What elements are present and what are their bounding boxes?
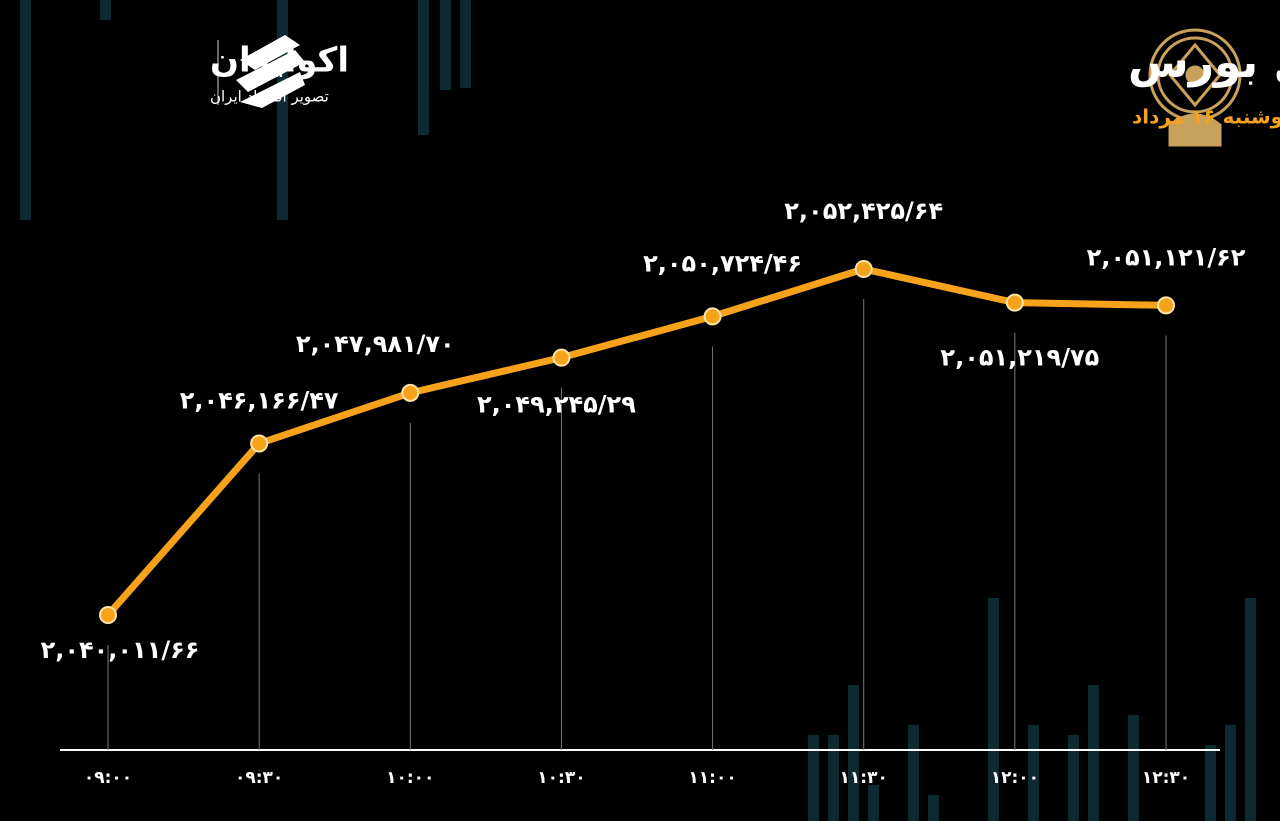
- value-label: ۲,۰۴۶,۱۶۶/۴۷: [180, 386, 339, 414]
- chart-title: روند شاخص کل بورس: [1128, 37, 1280, 88]
- x-tick-label: ۰۹:۰۰: [84, 768, 132, 788]
- point: [1157, 296, 1175, 315]
- emblem: [1148, 28, 1242, 147]
- value-label: ۲,۰۵۱,۲۱۹/۷۵: [940, 344, 1099, 372]
- x-tick-label: ۱۰:۳۰: [537, 768, 585, 788]
- point: [854, 260, 873, 278]
- value-label: ۲,۰۵۱,۱۲۱/۶۲: [1087, 243, 1246, 271]
- brand-tagline: تصویر اقتصاد ایران: [210, 88, 329, 106]
- x-tick-label: ۱۱:۰۰: [688, 768, 736, 788]
- value-label: ۲,۰۵۲,۴۲۵/۶۴: [784, 197, 943, 225]
- x-tick-label: ۱۲:۰۰: [991, 768, 1039, 788]
- chart-subtitle: دوشنبه ۱۶ مرداد: [1132, 105, 1280, 129]
- point: [401, 383, 420, 402]
- point: [1005, 293, 1024, 312]
- value-label: ۲,۰۴۷,۹۸۱/۷۰: [296, 330, 455, 358]
- line: [105, 265, 1167, 618]
- value-label: ۲,۰۴۹,۲۴۵/۲۹: [477, 391, 636, 419]
- x-tick-label: ۱۱:۳۰: [840, 768, 888, 788]
- value-label: ۲,۰۵۰,۷۲۴/۴۶: [643, 249, 802, 277]
- point: [250, 434, 269, 453]
- point: [703, 307, 722, 326]
- value-label: ۲,۰۴۰,۰۱۱/۶۶: [41, 636, 200, 664]
- x-tick-label: ۰۹:۳۰: [235, 768, 283, 788]
- background-bars: [20, 0, 1256, 821]
- point: [552, 348, 571, 367]
- logo-icon: [236, 35, 305, 108]
- x-tick-label: ۱۲:۳۰: [1142, 768, 1190, 788]
- point: [99, 606, 117, 624]
- x-tick-label: ۱۰:۰۰: [386, 768, 434, 788]
- brand-name: اکوایران: [210, 41, 349, 81]
